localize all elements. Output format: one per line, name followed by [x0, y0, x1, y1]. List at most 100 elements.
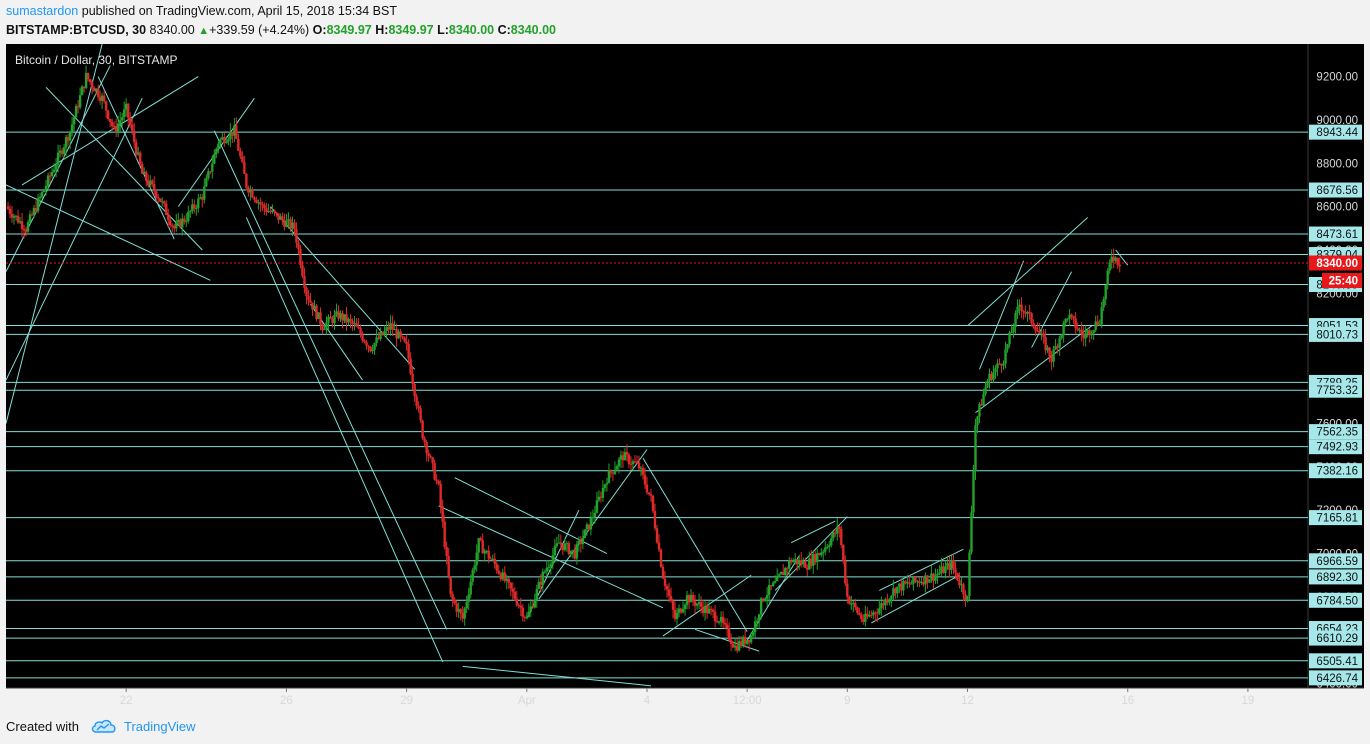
- candle-body-347: [701, 606, 705, 614]
- candle-body-209: [425, 442, 428, 454]
- candle-body-385: [777, 574, 781, 576]
- candle-body-183: [373, 343, 376, 350]
- trendline-27[interactable]: [979, 260, 1025, 370]
- candle-body-353: [713, 611, 717, 622]
- candle-body-321: [649, 494, 653, 496]
- publish-line: sumastardon published on TradingView.com…: [6, 4, 397, 18]
- candle-body-366: [739, 641, 743, 646]
- candle-body-296: [599, 496, 603, 498]
- candle-body-174: [355, 323, 358, 327]
- trendline-9[interactable]: [245, 217, 444, 663]
- candle-body-268: [543, 571, 547, 573]
- candle-body-521: [1050, 356, 1053, 362]
- level-labels: 8943.448676.568473.618379.048240.858051.…: [1309, 124, 1362, 686]
- candle-body-89: [185, 221, 188, 223]
- candle-body-55: [116, 123, 120, 132]
- candle-body-47: [100, 95, 104, 101]
- level-label-10: 7492.93: [1316, 442, 1358, 454]
- candle-body-129: [265, 208, 268, 212]
- candle-body-387: [781, 571, 785, 575]
- trendline-26[interactable]: [975, 325, 1092, 414]
- tradingview-cloud-icon[interactable]: [91, 718, 117, 734]
- trendline-12[interactable]: [438, 505, 664, 609]
- candle-body-330: [667, 589, 671, 596]
- trendline-29[interactable]: [1115, 249, 1129, 266]
- candle-body-165: [337, 311, 340, 319]
- time-tick-0: 22: [120, 695, 133, 707]
- candle-body-10: [26, 222, 30, 232]
- level-label-bg-14: [1309, 569, 1362, 585]
- candle-body-8: [22, 228, 26, 231]
- candle-body-188: [383, 330, 386, 335]
- candle-body-106: [219, 139, 222, 144]
- trendline-8[interactable]: [213, 130, 448, 630]
- candle-body-326: [659, 549, 663, 567]
- candle-body-334: [675, 612, 679, 619]
- candle-body-535: [1078, 329, 1081, 331]
- trendline-23[interactable]: [871, 574, 960, 624]
- candle-body-68: [143, 171, 146, 174]
- candle-body-453: [914, 577, 917, 582]
- change-up-icon: ▲: [198, 25, 210, 37]
- open-value: 8349.97: [326, 23, 372, 37]
- candle-body-327: [661, 566, 665, 579]
- candle-body-382: [771, 582, 775, 587]
- trendline-13[interactable]: [454, 477, 608, 555]
- trendline-17[interactable]: [642, 457, 748, 632]
- candle-body-439: [886, 599, 889, 603]
- candle-body-248: [503, 572, 506, 581]
- last-price: 8340.00: [149, 23, 195, 37]
- level-label-14: 6892.30: [1316, 572, 1358, 584]
- candle-body-81: [169, 220, 172, 226]
- trendline-6[interactable]: [21, 76, 199, 186]
- candle-body-4: [14, 215, 18, 217]
- candle-body-96: [199, 197, 202, 199]
- candle-body-107: [221, 137, 224, 140]
- candle-body-109: [225, 141, 228, 143]
- candle-body-549: [1106, 270, 1109, 286]
- tradingview-link[interactable]: TradingView: [124, 719, 196, 734]
- candle-body-411: [830, 538, 833, 546]
- candle-body-83: [173, 225, 176, 229]
- candle-body-82: [171, 225, 174, 227]
- candle-body-429: [866, 613, 869, 617]
- candle-body-134: [275, 212, 278, 214]
- candle-body-177: [361, 334, 364, 341]
- candle-body-24: [54, 164, 58, 170]
- time-axis[interactable]: 22 26 29 Apr 4 12:00 9 12 16 19: [120, 688, 1255, 707]
- candle-body-295: [597, 496, 601, 501]
- trendline-22[interactable]: [790, 520, 836, 544]
- candle-body-346: [699, 602, 703, 607]
- candle-body-477: [962, 584, 965, 595]
- candle-body-69: [145, 171, 148, 181]
- candle-body-52: [110, 122, 114, 126]
- candle-body-529: [1066, 318, 1069, 320]
- candle-body-501: [1010, 332, 1013, 334]
- trendline-14[interactable]: [462, 665, 652, 687]
- candle-body-312: [631, 461, 635, 464]
- candle-body-421: [850, 603, 853, 605]
- candle-body-187: [381, 332, 384, 335]
- trendline-2[interactable]: [5, 97, 143, 381]
- current-price-tag: 8340.00: [1316, 258, 1358, 270]
- trendline-25[interactable]: [967, 217, 1088, 327]
- horizontal-levels: [6, 131, 1308, 679]
- high-value: 8349.97: [388, 23, 434, 37]
- candle-body-373: [753, 621, 757, 633]
- trendline-19[interactable]: [694, 628, 760, 652]
- candle-body-166: [339, 313, 342, 319]
- candle-body-245: [497, 570, 500, 574]
- candle-body-508: [1024, 311, 1027, 314]
- symbol-label: BITSTAMP:BTCUSD, 30: [6, 23, 147, 37]
- candle-body-278: [563, 543, 567, 551]
- chart-area[interactable]: 9200.009000.008800.008600.008400.008200.…: [5, 43, 1364, 708]
- candle-body-7: [20, 221, 24, 229]
- candle-body-193: [393, 329, 396, 331]
- candle-body-513: [1034, 326, 1037, 331]
- candle-body-208: [423, 438, 426, 443]
- candle-body-324: [655, 528, 659, 543]
- candle-body-185: [377, 337, 380, 339]
- author-link[interactable]: sumastardon: [6, 4, 79, 18]
- candle-body-257: [521, 607, 524, 617]
- price-chart[interactable]: 9200.009000.008800.008600.008400.008200.…: [5, 43, 1364, 708]
